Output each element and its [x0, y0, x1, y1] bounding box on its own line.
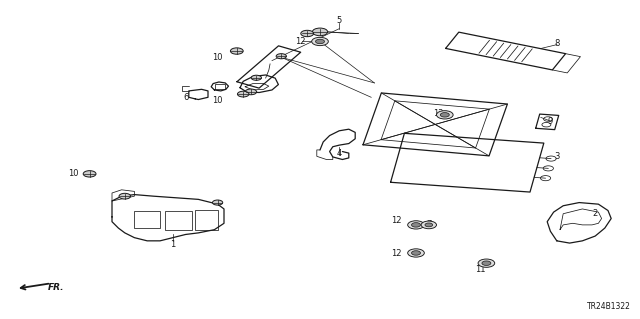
Circle shape: [412, 223, 420, 227]
Circle shape: [276, 54, 287, 59]
Circle shape: [316, 39, 324, 44]
Circle shape: [312, 37, 328, 46]
Text: 5: 5: [337, 16, 342, 25]
Text: 10: 10: [68, 169, 79, 178]
Text: 12: 12: [392, 249, 402, 258]
Text: 3: 3: [554, 152, 559, 161]
Circle shape: [421, 221, 436, 229]
Circle shape: [212, 200, 223, 205]
Circle shape: [230, 48, 243, 54]
Bar: [165, 211, 192, 230]
Text: 10: 10: [212, 96, 223, 105]
Text: 11: 11: [475, 265, 485, 274]
Circle shape: [83, 171, 96, 177]
Circle shape: [301, 30, 314, 37]
Circle shape: [436, 111, 453, 119]
Text: 7: 7: [426, 220, 431, 229]
Circle shape: [245, 89, 257, 95]
Circle shape: [412, 251, 420, 255]
Text: 10: 10: [212, 53, 223, 62]
Text: FR.: FR.: [48, 283, 65, 292]
Text: TR24B1322: TR24B1322: [586, 302, 630, 311]
Circle shape: [482, 261, 491, 265]
Circle shape: [119, 193, 131, 199]
Text: 12: 12: [433, 109, 444, 118]
Text: 6: 6: [183, 93, 188, 102]
Text: 4: 4: [337, 149, 342, 158]
Circle shape: [312, 28, 328, 36]
Bar: [134, 211, 160, 228]
Circle shape: [408, 249, 424, 257]
Circle shape: [440, 113, 449, 117]
Text: 9: 9: [548, 117, 553, 126]
Text: 12: 12: [296, 37, 306, 46]
Text: 2: 2: [593, 209, 598, 218]
Circle shape: [251, 75, 262, 80]
Circle shape: [425, 223, 433, 227]
Circle shape: [478, 259, 495, 267]
Bar: [195, 210, 218, 230]
Circle shape: [408, 221, 424, 229]
Text: 1: 1: [170, 240, 175, 249]
Circle shape: [237, 91, 249, 97]
Text: 8: 8: [554, 39, 559, 48]
Text: 12: 12: [392, 216, 402, 225]
